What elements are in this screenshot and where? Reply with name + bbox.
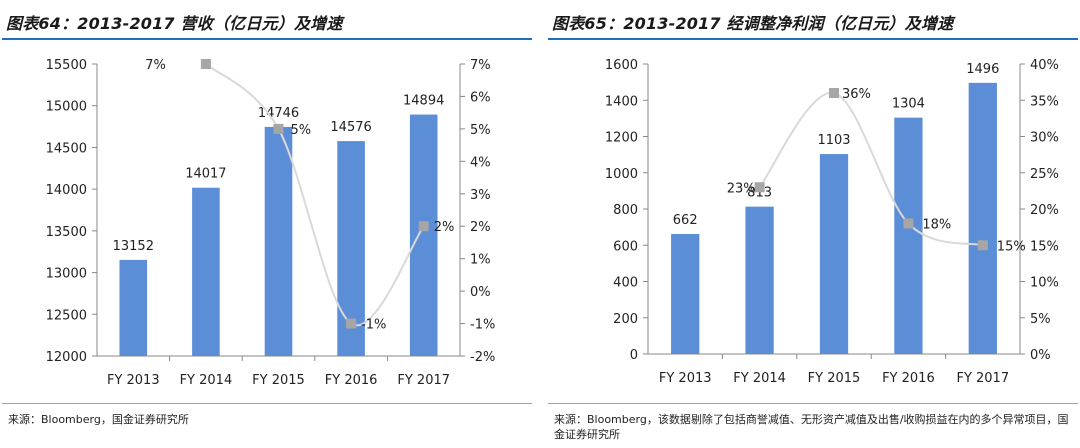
x-tick-label: FY 2017 <box>397 373 450 388</box>
y-left-tick-label: 200 <box>613 312 638 327</box>
y-right-tick-label: 0% <box>1030 348 1051 363</box>
bar <box>968 82 997 354</box>
bar <box>819 154 849 354</box>
growth-marker <box>200 59 211 69</box>
growth-marker <box>977 240 988 251</box>
y-left-tick-label: 1400 <box>605 94 638 109</box>
x-tick-label: FY 2014 <box>733 371 786 386</box>
growth-value-label: 2% <box>434 220 455 235</box>
y-right-tick-label: 3% <box>470 188 491 203</box>
y-left-tick-label: 14000 <box>46 183 87 198</box>
y-left-tick-label: 14500 <box>46 141 87 156</box>
chart-panel-revenue: 图表64：2013-2017 营收（亿日元）及增速 12000 12500 1300… <box>2 0 532 448</box>
profit-chart: 0 200 400 600 800 1000 1200 1400 1600 0% 5% 10% 15% 2… <box>605 58 1059 386</box>
y-right-tick-label: 4% <box>470 155 491 170</box>
y-left-tick-label: 1000 <box>605 167 638 182</box>
y-right-tick-label: 5% <box>470 123 491 138</box>
y-left-tick-label: 600 <box>613 239 638 254</box>
x-tick-label: FY 2014 <box>180 373 233 388</box>
y-right-tick-label: 25% <box>1030 167 1059 182</box>
x-tick-label: FY 2017 <box>956 371 1009 386</box>
revenue-chart: 12000 12500 13000 13500 14000 14500 15000 15500… <box>46 58 496 388</box>
chart-source: 来源：Bloomberg，该数据剔除了包括商誉减值、无形资产减值及出售/收购损益… <box>554 413 1069 441</box>
chart-title: 图表65：2013-2017 经调整净利润（亿日元）及增速 <box>552 14 954 33</box>
title-rule <box>2 38 532 40</box>
title-rule <box>548 38 1078 40</box>
bar <box>671 234 700 354</box>
x-tick-label: FY 2013 <box>659 371 712 386</box>
chart-title: 图表64：2013-2017 营收（亿日元）及增速 <box>6 14 343 33</box>
bar-value-label: 14576 <box>330 120 371 135</box>
y-right-tick-label: -1% <box>470 318 495 333</box>
growth-marker <box>829 88 839 98</box>
y-right-tick-label: 2% <box>470 220 491 235</box>
bar-value-label: 1304 <box>892 97 925 112</box>
growth-value-label: 7% <box>145 58 166 73</box>
y-left-tick-label: 800 <box>613 203 638 218</box>
bar <box>264 126 293 356</box>
bar <box>409 114 438 357</box>
y-right-tick-label: 5% <box>1030 312 1051 327</box>
y-left-tick-label: 12000 <box>46 350 87 365</box>
y-left-tick-label: 1600 <box>605 58 638 73</box>
y-right-tick-label: 0% <box>470 285 491 300</box>
y-left-tick-label: 400 <box>613 276 638 291</box>
bar <box>119 259 148 356</box>
bar <box>894 117 923 355</box>
y-right-tick-label: -2% <box>470 350 495 365</box>
chart-source: 来源：Bloomberg，国金证券研究所 <box>8 413 189 426</box>
bar-value-label: 14746 <box>258 106 299 121</box>
x-tick-label: FY 2015 <box>252 373 305 388</box>
growth-value-label: 15% <box>997 239 1026 254</box>
growth-marker <box>754 182 765 193</box>
growth-value-label: 18% <box>922 218 951 233</box>
source-rule <box>548 403 1078 404</box>
growth-marker <box>346 318 357 329</box>
x-tick-label: FY 2015 <box>808 371 861 386</box>
y-left-tick-label: 15500 <box>46 58 87 73</box>
growth-line <box>758 91 984 247</box>
bar <box>745 206 774 354</box>
y-right-tick-label: 7% <box>470 58 491 73</box>
growth-marker <box>903 218 914 229</box>
bar-value-label: 813 <box>747 186 772 201</box>
bar-value-label: 662 <box>673 213 698 228</box>
x-tick-label: FY 2013 <box>107 373 160 388</box>
y-right-tick-label: 15% <box>1030 239 1059 254</box>
growth-value-label: 23% <box>727 181 756 196</box>
x-tick-label: FY 2016 <box>882 371 935 386</box>
bar <box>192 187 220 356</box>
y-right-tick-label: 35% <box>1030 94 1059 109</box>
y-right-tick-label: 10% <box>1030 276 1059 291</box>
y-left-tick-label: 15000 <box>46 100 87 115</box>
bar-value-label: 13152 <box>113 239 154 254</box>
x-tick-label: FY 2016 <box>325 373 378 388</box>
growth-value-label: -1% <box>361 318 386 333</box>
bar-value-label: 1103 <box>817 133 850 148</box>
y-left-tick-label: 13500 <box>46 225 87 240</box>
y-left-tick-label: 13000 <box>46 267 87 282</box>
y-left-tick-label: 12500 <box>46 308 87 323</box>
source-rule <box>2 403 532 404</box>
bar-value-label: 14894 <box>403 94 444 109</box>
chart-panel-profit: 图表65：2013-2017 经调整净利润（亿日元）及增速 0 200 400 600… <box>548 0 1078 448</box>
y-right-tick-label: 30% <box>1030 131 1059 146</box>
bar-value-label: 1496 <box>966 62 999 77</box>
bar-value-label: 14017 <box>185 167 226 182</box>
y-left-tick-label: 0 <box>630 348 638 363</box>
growth-marker <box>418 221 429 232</box>
growth-value-label: 36% <box>842 87 871 102</box>
y-left-tick-label: 1200 <box>605 131 638 146</box>
y-right-tick-label: 6% <box>470 90 491 105</box>
y-right-tick-label: 1% <box>470 253 491 268</box>
growth-marker <box>273 123 284 134</box>
y-right-tick-label: 40% <box>1030 58 1059 73</box>
y-right-tick-label: 20% <box>1030 203 1059 218</box>
growth-value-label: 5% <box>291 123 312 138</box>
growth-line <box>205 63 425 327</box>
